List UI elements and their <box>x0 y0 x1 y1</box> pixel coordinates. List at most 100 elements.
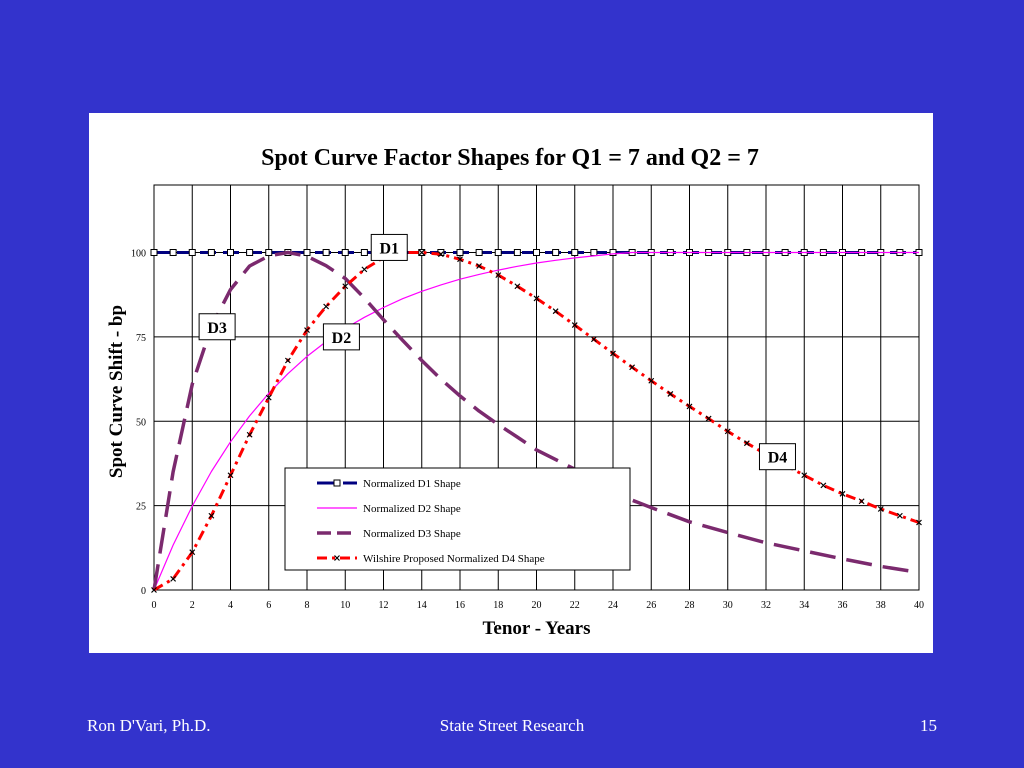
footer-page-number: 15 <box>920 716 937 735</box>
chart-panel: 0 2 4 6 8 10 12 14 16 18 20 22 24 26 28 30 32 34 36 38 40 0 25… <box>89 113 933 653</box>
data-point-d1 <box>188 249 196 256</box>
series-line-d2 <box>153 251 919 591</box>
data-point-d1 <box>456 249 464 256</box>
data-point-d4 <box>916 519 922 526</box>
data-point-d4 <box>189 549 196 556</box>
legend-label-d2: Normalized D2 Shape <box>363 503 461 515</box>
chart-svg: 0 2 4 6 8 10 12 14 16 18 20 22 24 26 28 30 32 34 36 38 40025… <box>106 145 924 639</box>
data-point-d4 <box>227 472 234 479</box>
annotation-box <box>198 313 236 341</box>
legend-label-d4: Wilshire Proposed Normalized D4 Shape <box>363 553 545 565</box>
x-tick-label: 18 <box>493 600 503 611</box>
annotation-box <box>758 443 796 471</box>
data-point-d4 <box>667 390 674 397</box>
data-point-d4 <box>590 336 597 343</box>
data-point-d4 <box>896 512 903 519</box>
data-point-d4 <box>743 440 750 447</box>
data-point-d1 <box>571 249 579 256</box>
data-point-d4 <box>170 575 177 582</box>
data-point-d1 <box>341 249 349 256</box>
data-point-d4 <box>820 482 827 489</box>
data-point-d4 <box>571 322 578 328</box>
data-point-d1 <box>169 249 177 256</box>
data-point-d1 <box>150 249 158 256</box>
data-point-d4 <box>724 428 731 435</box>
legend-label-d1: Normalized D1 Shape <box>363 478 461 490</box>
y-tick-label: 0 <box>141 586 146 597</box>
data-point-d4 <box>246 431 253 438</box>
footer-organization: State Street Research <box>439 716 585 735</box>
y-tick-label: 75 <box>136 333 146 344</box>
data-point-d1 <box>265 249 273 256</box>
data-point-d1 <box>246 249 254 256</box>
x-tick-label: 26 <box>646 600 656 611</box>
annotation-label: D2 <box>332 330 352 347</box>
data-point-d4 <box>629 364 636 371</box>
x-tick-label: 28 <box>685 600 695 611</box>
data-point-d4 <box>705 415 712 422</box>
data-point-d4 <box>284 357 291 364</box>
x-tick-label: 24 <box>608 600 618 611</box>
series-line-d3 <box>152 250 920 591</box>
data-point-d4 <box>610 350 616 357</box>
data-point-d4 <box>533 295 540 302</box>
y-tick-label: 100 <box>131 249 146 260</box>
data-point-d1 <box>533 249 540 256</box>
annotation-box <box>322 323 360 351</box>
legend: Normalized D1 Shape Normalized D2 Shape No… <box>284 467 631 571</box>
legend-marker-d4 <box>334 555 340 561</box>
x-tick-label: 6 <box>266 600 271 611</box>
data-point-d4 <box>304 327 310 334</box>
data-point-d1 <box>207 249 215 256</box>
data-point-d4 <box>342 283 349 290</box>
x-tick-label: 30 <box>723 600 733 611</box>
x-tick-label: 4 <box>228 600 233 611</box>
annotations: D1 D2 D3 D4 <box>198 233 796 471</box>
data-point-d4 <box>648 377 655 384</box>
annotation-label: D1 <box>379 240 399 257</box>
data-point-d4 <box>514 283 521 290</box>
data-point-d4 <box>877 506 884 512</box>
y-tick-label: 50 <box>136 417 146 428</box>
data-point-d4 <box>476 263 483 269</box>
x-tick-label: 8 <box>305 600 310 611</box>
data-point-d4 <box>495 272 502 279</box>
x-tick-label: 0 <box>152 600 157 611</box>
data-point-d1 <box>360 249 368 256</box>
series-d3 <box>152 250 920 591</box>
x-tick-label: 22 <box>570 600 580 611</box>
annotation-label: D3 <box>207 320 227 337</box>
data-point-d4 <box>323 303 330 310</box>
legend-box <box>284 467 631 571</box>
y-tick-label: 25 <box>136 502 146 513</box>
data-point-d4 <box>552 308 559 315</box>
data-point-d4 <box>151 587 157 593</box>
data-point-d1 <box>590 249 598 256</box>
data-point-d1 <box>513 249 521 256</box>
x-tick-label: 2 <box>190 600 195 611</box>
data-point-d4 <box>208 512 215 519</box>
data-point-d4 <box>437 251 444 258</box>
data-point-d4 <box>686 403 693 410</box>
data-point-d1 <box>552 249 560 256</box>
footer-author: Ron D'Vari, Ph.D. <box>87 716 211 735</box>
data-point-d4 <box>858 498 865 505</box>
annotation-label: D4 <box>768 450 788 467</box>
x-tick-label: 10 <box>340 600 350 611</box>
data-point-d4 <box>839 490 846 497</box>
x-tick-label: 14 <box>417 600 427 611</box>
legend-label-d3: Normalized D3 Shape <box>363 528 461 540</box>
data-point-d4 <box>361 266 368 273</box>
chart-title: Spot Curve Factor Shapes for Q1 = 7 and … <box>261 145 759 171</box>
data-point-d1 <box>609 249 617 256</box>
x-tick-label: 12 <box>379 600 389 611</box>
data-point-d4 <box>265 394 272 401</box>
data-point-d1 <box>322 249 330 256</box>
y-axis-label: Spot Curve Shift - bp <box>106 305 127 478</box>
x-tick-label: 36 <box>838 600 848 611</box>
x-tick-label: 34 <box>799 600 809 611</box>
x-axis-label: Tenor - Years <box>482 618 590 639</box>
x-tick-label: 20 <box>532 600 542 611</box>
x-tick-label: 16 <box>455 600 465 611</box>
